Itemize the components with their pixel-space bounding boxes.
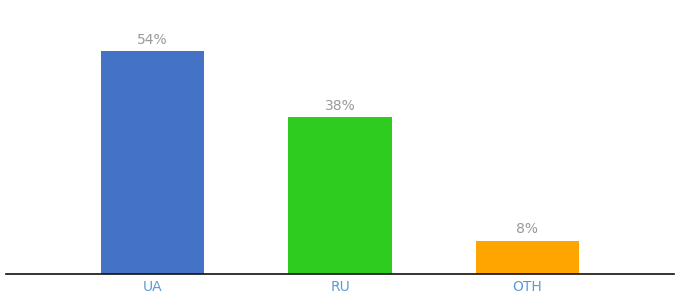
Bar xyxy=(101,51,204,274)
Bar xyxy=(288,117,392,274)
Text: 54%: 54% xyxy=(137,33,168,47)
Text: 38%: 38% xyxy=(324,99,356,113)
Text: 8%: 8% xyxy=(516,222,539,236)
Bar xyxy=(476,241,579,274)
